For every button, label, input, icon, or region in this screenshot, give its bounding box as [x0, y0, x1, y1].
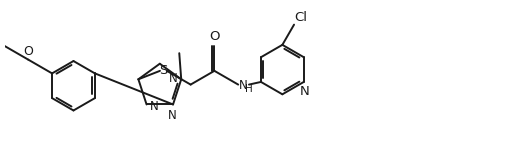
- Text: N: N: [299, 85, 309, 98]
- Text: N: N: [149, 100, 158, 113]
- Text: O: O: [209, 30, 219, 43]
- Text: N: N: [239, 79, 247, 92]
- Text: Cl: Cl: [294, 11, 307, 24]
- Text: N: N: [169, 72, 177, 85]
- Text: O: O: [23, 45, 33, 58]
- Text: N: N: [167, 109, 176, 122]
- Text: H: H: [244, 84, 252, 93]
- Text: S: S: [159, 64, 167, 77]
